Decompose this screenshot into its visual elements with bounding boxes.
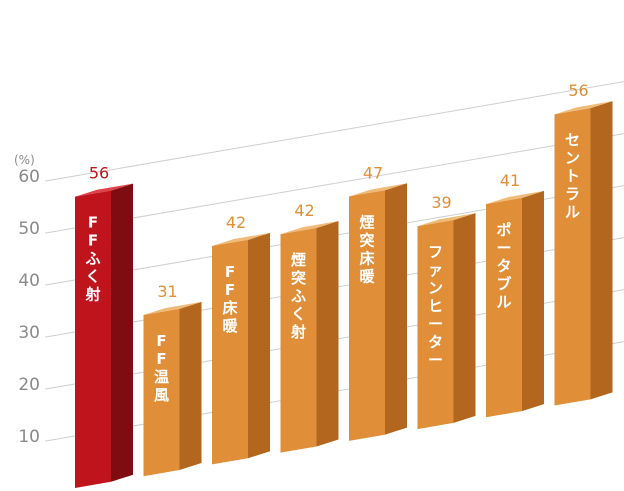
bar-label-4: 煙突床暖	[359, 213, 375, 285]
bar-side-7	[590, 101, 613, 400]
bar-6	[486, 197, 522, 418]
bar-top-2	[212, 232, 270, 247]
bar-label-1: F F 温風	[154, 332, 169, 404]
bar-side-3	[316, 221, 339, 447]
bar-label-0: F F ふく射	[84, 214, 100, 304]
y-tick-label-20: 20	[18, 375, 40, 395]
value-label-7: 56	[568, 81, 588, 100]
bar-group-5: 39 ファンヒーター	[417, 193, 476, 430]
y-axis-ticks: 10 20 30 40 50 60	[18, 167, 40, 447]
value-label-6: 41	[500, 171, 520, 190]
bar-0	[75, 190, 111, 488]
value-label-0: 56	[89, 164, 109, 183]
bar-top-7	[554, 101, 613, 115]
y-tick-label-40: 40	[18, 271, 40, 291]
bar-label-6: ポータブル	[496, 221, 511, 311]
bar-top-3	[280, 221, 339, 235]
bar-4	[349, 190, 385, 441]
y-axis-unit-label: (%)	[14, 153, 35, 167]
bars: 56 F F ふく射 31 F F 温風 42 F F 床暖 42 煙突ふく射 47 煙突床暖 39 ファンヒータ…	[75, 81, 613, 488]
bar-label-2: F F 床暖	[222, 263, 238, 335]
bar-group-4: 47 煙突床暖	[349, 163, 407, 441]
bar-1	[143, 308, 180, 477]
value-label-3: 42	[294, 201, 314, 220]
y-tick-label-30: 30	[18, 323, 40, 343]
bar-3	[280, 228, 317, 453]
grid-line-60	[44, 81, 624, 182]
bar-5	[417, 220, 454, 430]
value-label-2: 42	[226, 213, 246, 232]
bar-side-6	[522, 190, 544, 412]
bar-group-6: 41 ポータブル	[486, 171, 544, 418]
bar-label-5: ファンヒーター	[428, 243, 443, 369]
bar-2	[212, 239, 248, 465]
bar-side-4	[385, 183, 407, 435]
bar-side-2	[248, 232, 270, 459]
bar-top-1	[143, 301, 202, 316]
bar-top-4	[349, 183, 407, 197]
bar-group-1: 31 F F 温風	[143, 282, 202, 477]
bar-side-1	[179, 301, 202, 471]
bar-top-0	[75, 183, 133, 197]
y-tick-label-10: 10	[18, 427, 40, 447]
value-label-1: 31	[157, 282, 177, 301]
bar-label-3: 煙突ふく射	[290, 251, 306, 341]
y-tick-label-60: 60	[18, 167, 40, 187]
bar-7	[554, 108, 591, 406]
y-tick-label-50: 50	[18, 219, 40, 239]
bar-group-7: 56 セントラル	[554, 81, 613, 406]
bar-top-6	[486, 190, 544, 205]
bar-label-7: セントラル	[565, 131, 580, 221]
bar-side-5	[453, 213, 476, 423]
bar-group-2: 42 F F 床暖	[212, 213, 270, 465]
bar-group-3: 42 煙突ふく射	[280, 201, 339, 453]
bar-side-0	[111, 183, 133, 482]
grid-line-50	[44, 133, 624, 234]
value-label-4: 47	[363, 163, 383, 182]
value-label-5: 39	[431, 193, 451, 212]
bar-top-5	[417, 213, 476, 227]
bar-group-0: 56 F F ふく射	[75, 164, 133, 488]
